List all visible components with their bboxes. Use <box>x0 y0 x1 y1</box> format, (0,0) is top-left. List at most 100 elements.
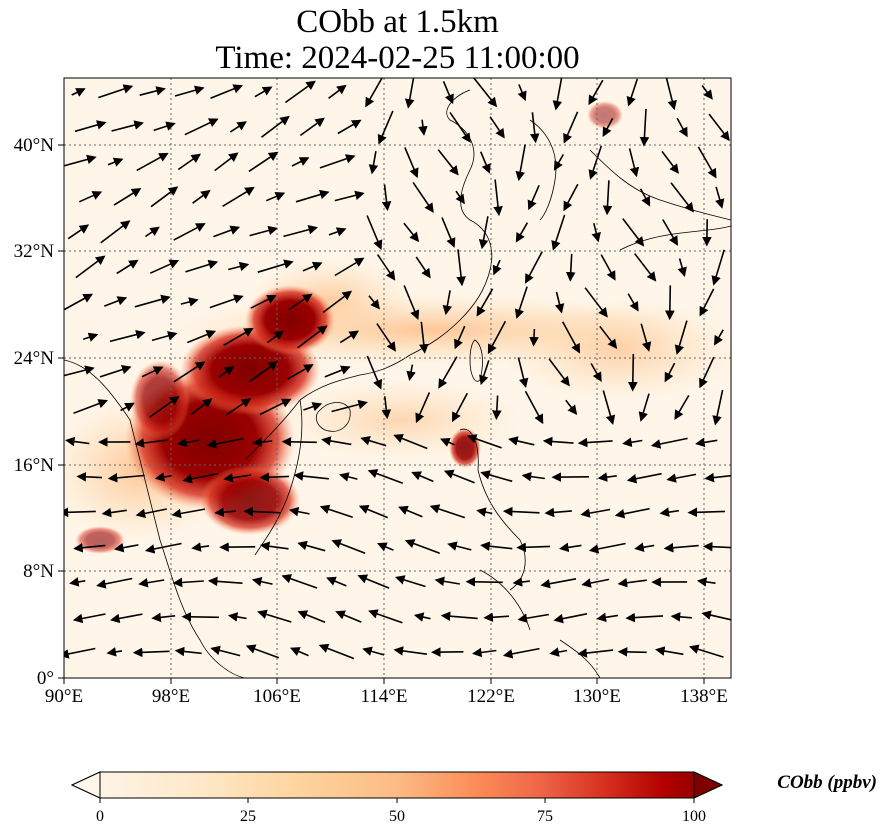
wind-arrow <box>328 84 347 99</box>
wind-arrow <box>622 218 645 247</box>
wind-arrow <box>563 183 579 212</box>
wind-arrow <box>281 574 318 589</box>
wind-arrow <box>259 541 289 552</box>
wind-arrow <box>434 576 460 587</box>
wind-arrow <box>588 79 604 106</box>
wind-arrow <box>415 392 431 424</box>
wind-arrow <box>544 507 572 518</box>
wind-arrow <box>120 402 135 412</box>
wind-arrow <box>479 360 490 386</box>
wind-arrow <box>322 290 353 314</box>
wind-arrow <box>366 215 383 250</box>
wind-arrow <box>223 327 254 346</box>
wind-arrow <box>299 117 325 137</box>
wind-arrow <box>303 402 323 412</box>
wind-arrow <box>251 576 273 587</box>
wind-arrow <box>670 182 694 213</box>
wind-arrow <box>101 507 127 518</box>
wind-arrow <box>602 390 616 426</box>
wind-arrow <box>704 472 731 483</box>
wind-arrow <box>659 507 680 517</box>
wind-arrow <box>67 224 90 240</box>
wind-arrow <box>650 437 688 449</box>
wind-arrow <box>502 647 540 659</box>
wind-arrow <box>454 325 466 350</box>
wind-arrow <box>362 646 385 656</box>
wind-arrow <box>99 365 132 378</box>
wind-arrow <box>248 151 279 173</box>
wind-arrow <box>295 189 330 203</box>
wind-arrow <box>334 190 365 202</box>
wind-arrow <box>617 647 647 657</box>
wind-arrow <box>368 295 380 310</box>
wind-arrow <box>65 436 90 447</box>
wind-arrow <box>177 437 200 448</box>
wind-arrow <box>134 294 171 308</box>
wind-arrow <box>366 355 383 390</box>
wind-arrow <box>687 507 725 518</box>
gridlines <box>64 78 731 678</box>
wind-arrow <box>145 226 160 238</box>
wind-arrow <box>185 259 219 273</box>
wind-arrow <box>415 256 431 279</box>
wind-arrow <box>552 78 563 111</box>
wind-arrow <box>144 542 182 554</box>
colorbar-max-extend <box>693 771 724 799</box>
wind-arrow <box>514 286 528 319</box>
wind-arrow <box>688 644 724 658</box>
wind-arrow <box>139 86 166 96</box>
wind-arrow <box>254 86 273 98</box>
wind-arrow <box>281 437 317 447</box>
wind-arrow <box>529 112 540 144</box>
wind-arrow <box>393 434 428 450</box>
wind-arrow <box>437 149 459 176</box>
wind-arrow <box>517 357 529 389</box>
wind-arrow <box>588 145 603 180</box>
wind-arrow <box>136 152 169 172</box>
wind-arrow <box>328 227 347 237</box>
wind-arrow <box>665 78 677 111</box>
wind-arrow <box>508 436 535 446</box>
wind-arrow <box>249 225 278 237</box>
wind-arrow <box>326 576 347 587</box>
wind-arrow <box>627 293 639 312</box>
wind-arrow <box>472 647 497 658</box>
wind-vectors <box>64 78 731 660</box>
wind-arrow <box>600 254 616 281</box>
wind-arrow <box>265 192 286 202</box>
wind-arrow <box>76 472 103 482</box>
wind-arrow <box>154 472 172 482</box>
wind-arrow <box>617 578 647 588</box>
wind-arrow <box>614 507 650 519</box>
wind-arrow <box>492 395 502 420</box>
wind-arrow <box>73 399 108 415</box>
wind-arrow <box>456 249 466 287</box>
wind-arrow <box>191 542 210 552</box>
wind-arrow <box>712 389 724 426</box>
x-tick-label: 138°E <box>680 686 728 707</box>
wind-arrow <box>153 121 176 132</box>
wind-arrow <box>521 471 545 482</box>
colorbar: 0 25 50 75 100 CObb (ppbv) <box>70 771 877 825</box>
wind-arrow <box>149 259 180 274</box>
wind-arrow <box>563 111 579 144</box>
wind-arrow <box>75 255 106 279</box>
wind-arrow <box>245 644 279 659</box>
wind-arrow <box>207 576 243 587</box>
wind-arrow <box>228 261 250 272</box>
x-tick-label: 114°E <box>361 686 408 707</box>
wind-arrow <box>591 223 601 243</box>
wind-arrow <box>180 297 199 307</box>
y-tick-label: 24°N <box>14 348 55 369</box>
wind-arrow <box>406 364 416 381</box>
wind-arrow <box>553 154 564 171</box>
wind-arrow <box>222 186 255 207</box>
wind-arrow <box>512 577 530 587</box>
wind-arrow <box>243 506 282 517</box>
wind-arrow <box>584 287 608 318</box>
wind-arrow <box>72 613 106 624</box>
wind-arrow <box>525 251 543 284</box>
wind-arrow <box>297 610 326 623</box>
wind-arrow <box>476 288 494 317</box>
colorbar-tick-label: 100 <box>682 808 706 825</box>
